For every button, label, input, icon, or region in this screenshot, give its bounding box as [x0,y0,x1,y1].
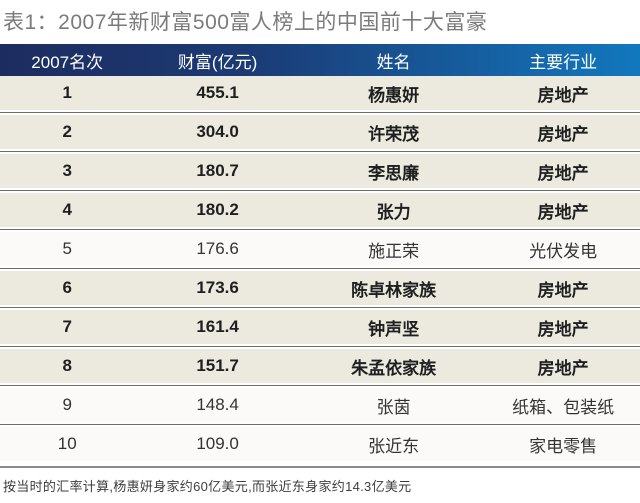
cell-name: 张近东 [368,436,420,456]
cell-name: 杨惠妍 [368,85,420,105]
cell-rank: 9 [62,395,72,414]
table-row: 5 176.6 施正荣 光伏发电 [0,232,640,266]
cell-wealth: 180.7 [196,161,239,180]
row-separator [0,227,640,232]
cell-name: 陈卓林家族 [351,280,437,300]
row-separator [0,305,640,310]
cell-rank: 2 [62,122,72,141]
cell-rank: 5 [62,239,72,258]
table-header-row: 2007名次 财富(亿元) 姓名 主要行业 [0,44,640,76]
rich-list-table: 2007名次 财富(亿元) 姓名 主要行业 1 455.1 杨惠妍 房地产 2 … [0,44,640,461]
cell-industry: 家电零售 [529,436,598,456]
table-row: 4 180.2 张力 房地产 [0,193,640,227]
cell-name: 朱孟依家族 [351,358,437,378]
cell-wealth: 109.0 [196,434,239,453]
cell-industry: 房地产 [537,280,589,300]
row-separator [0,149,640,154]
cell-wealth: 180.2 [196,200,239,219]
cell-name: 钟声坚 [368,319,420,339]
cell-name: 施正荣 [368,241,420,261]
cell-name: 张力 [376,202,411,222]
cell-name: 李思廉 [368,163,420,183]
row-separator [0,266,640,271]
cell-industry: 房地产 [537,124,589,144]
row-separator [0,383,640,388]
cell-wealth: 304.0 [196,122,239,141]
table-row: 3 180.7 李思廉 房地产 [0,154,640,188]
cell-industry: 房地产 [537,319,589,339]
cell-rank: 7 [62,317,72,336]
cell-rank: 1 [62,83,72,102]
row-separator [0,344,640,349]
cell-industry: 房地产 [537,163,589,183]
cell-industry: 房地产 [537,85,589,105]
cell-industry: 房地产 [537,202,589,222]
footnote: 按当时的汇率计算,杨惠妍身家约60亿美元,而张近东身家约14.3亿美元 [3,479,412,494]
cell-wealth: 148.4 [196,395,239,414]
table-title: 表1：2007年新财富500富人榜上的中国前十大富豪 [3,11,488,34]
row-separator [0,188,640,193]
cell-rank: 10 [57,434,77,453]
table-row: 1 455.1 杨惠妍 房地产 [0,76,640,110]
cell-rank: 3 [62,161,72,180]
cell-wealth: 176.6 [196,239,239,258]
table-row: 7 161.4 钟声坚 房地产 [0,310,640,344]
cell-industry: 光伏发电 [529,241,598,261]
cell-rank: 4 [62,200,72,219]
row-separator [0,422,640,427]
table-row: 8 151.7 朱孟依家族 房地产 [0,349,640,383]
cell-rank: 6 [62,278,72,297]
table-row: 9 148.4 张茵 纸箱、包装纸 [0,388,640,422]
column-header-rank: 2007名次 [31,52,104,72]
table-row: 6 173.6 陈卓林家族 房地产 [0,271,640,305]
table-bottom-divider [0,466,640,468]
column-header-wealth: 财富(亿元) [177,52,258,72]
column-header-industry: 主要行业 [529,52,598,72]
cell-wealth: 161.4 [196,317,239,336]
cell-wealth: 455.1 [196,83,239,102]
table-row: 10 109.0 张近东 家电零售 [0,427,640,461]
cell-industry: 纸箱、包装纸 [512,397,615,417]
cell-wealth: 173.6 [196,278,239,297]
column-header-name: 姓名 [376,52,411,72]
cell-industry: 房地产 [537,358,589,378]
cell-wealth: 151.7 [196,356,239,375]
table-row: 2 304.0 许荣茂 房地产 [0,115,640,149]
cell-name: 许荣茂 [368,124,420,144]
row-separator [0,110,640,115]
cell-rank: 8 [62,356,72,375]
cell-name: 张茵 [376,397,411,417]
